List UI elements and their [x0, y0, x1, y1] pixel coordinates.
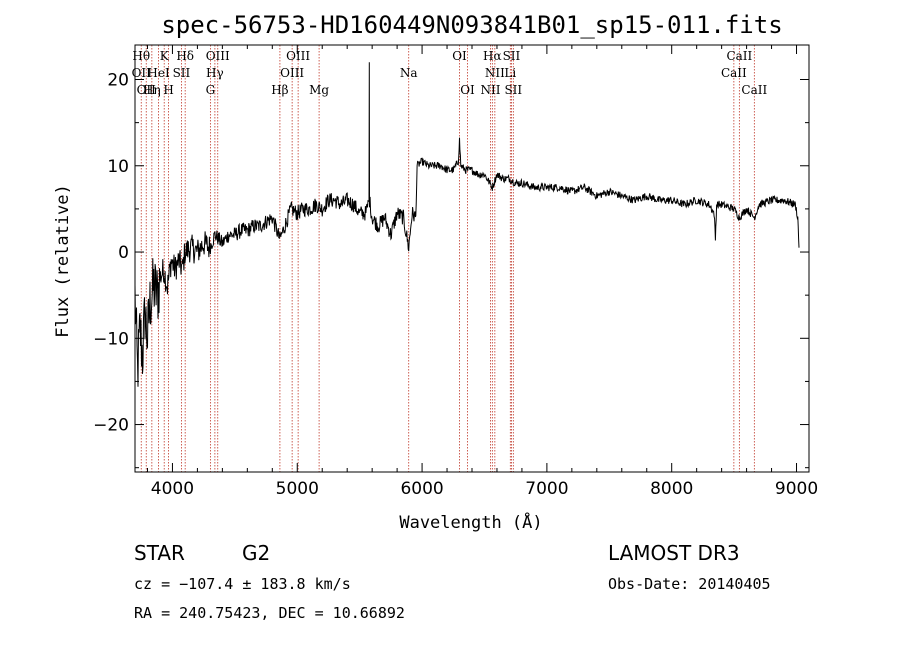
y-tick-label-3: 10: [107, 157, 129, 177]
x-tick-label-1: 5000: [276, 479, 319, 499]
line-label-8: CaII: [726, 49, 752, 63]
line-label-9: OII: [132, 66, 152, 80]
y-tick-label-2: 0: [118, 243, 129, 263]
line-label-21: G: [206, 83, 216, 97]
redshift-cz: cz = −107.4 ± 183.8 km/s: [134, 575, 351, 593]
line-label-25: NII: [480, 83, 500, 97]
line-label-20: H: [163, 83, 173, 97]
axis-ticks: 4000 5000 6000 7000 8000 9000 −20 −10 0 10 20: [93, 45, 818, 499]
line-label-2: Hδ: [176, 49, 194, 63]
survey-name: LAMOST DR3: [608, 541, 740, 565]
line-label-1: K: [160, 49, 170, 63]
spectral-line-markers: [140, 45, 755, 472]
x-tick-label-3: 7000: [525, 479, 568, 499]
line-label-15: NII: [485, 66, 505, 80]
line-label-17: CaII: [721, 66, 747, 80]
line-label-3: OIII: [206, 49, 230, 63]
y-tick-label-1: −10: [93, 329, 129, 349]
line-label-5: OI: [452, 49, 467, 63]
x-axis-label: Wavelength (Å): [399, 511, 542, 533]
line-label-0: Hθ: [132, 49, 150, 63]
line-label-6: Hα: [483, 49, 502, 63]
object-class: STAR: [134, 541, 185, 565]
y-tick-label-0: −20: [93, 416, 129, 436]
y-axis-label: Flux (relative): [53, 184, 73, 338]
x-tick-label-2: 6000: [400, 479, 443, 499]
line-label-4: OIII: [286, 49, 310, 63]
coordinates: RA = 240.75423, DEC = 10.66892: [134, 604, 405, 622]
line-label-26: SII: [504, 83, 522, 97]
chart-title: spec-56753-HD160449N093841B01_sp15-011.f…: [161, 11, 782, 39]
line-label-27: CaII: [741, 83, 767, 97]
x-tick-label-4: 8000: [650, 479, 693, 499]
y-tick-label-4: 20: [107, 71, 129, 91]
line-label-22: Hβ: [271, 83, 288, 97]
line-label-24: OI: [460, 83, 475, 97]
object-subclass: G2: [242, 541, 270, 565]
spectrum-series: [134, 62, 800, 387]
x-tick-label-5: 9000: [775, 479, 818, 499]
line-label-18: OII: [137, 83, 157, 97]
spectrum-line: [134, 62, 800, 387]
line-label-13: OIII: [280, 66, 304, 80]
line-label-23: Mg: [309, 83, 329, 97]
line-label-16: Li: [504, 66, 516, 80]
line-label-14: Na: [400, 66, 418, 80]
plot-frame: [134, 44, 810, 473]
line-label-7: SII: [503, 49, 521, 63]
line-label-11: SII: [173, 66, 191, 80]
x-tick-label-0: 4000: [151, 479, 194, 499]
line-label-19: Hη: [143, 83, 161, 97]
line-label-10: HeI: [147, 66, 170, 80]
line-label-12: Hγ: [206, 66, 224, 80]
observation-date: Obs-Date: 20140405: [608, 575, 771, 593]
